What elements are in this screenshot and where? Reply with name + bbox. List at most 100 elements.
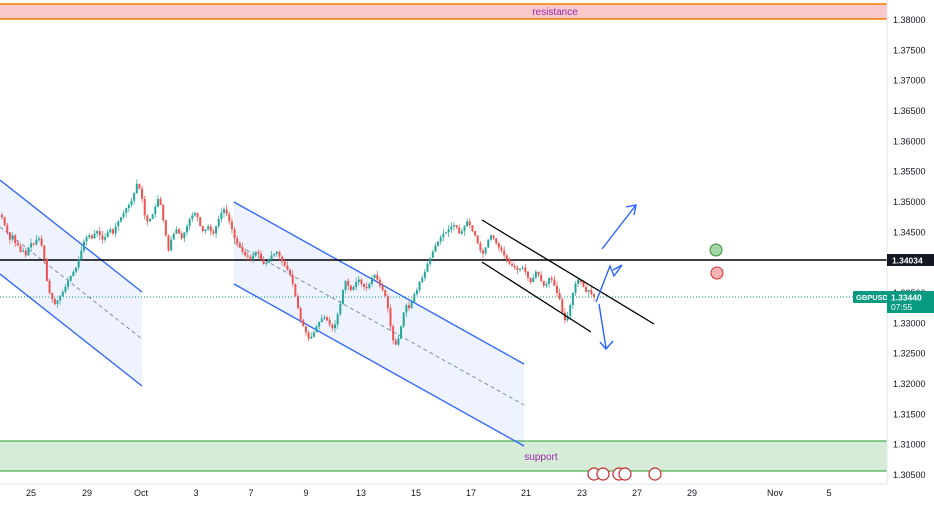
candle-body [418,282,421,290]
price-tick-label: 1.38000 [893,15,926,25]
price-tick-label: 1.37500 [893,45,926,55]
candle-body [254,251,257,256]
candle-body [442,233,445,238]
candle-body [593,294,595,297]
candle-body [281,256,284,262]
candle-body [566,316,569,321]
bearish-signal-circle[interactable] [710,266,724,280]
candle-body [378,279,381,286]
price-axis[interactable] [887,0,934,484]
candle-body [540,274,543,281]
price-tick-label: 1.37000 [893,76,926,86]
bullish-forecast-arrow[interactable] [595,204,637,303]
candle-body [90,235,93,239]
candle-body [204,229,207,232]
descending-channel-lower-line[interactable] [481,261,592,333]
candle-body [529,277,532,283]
candle-body [339,303,342,315]
candle-body [265,262,268,264]
price-axis-labels: 1.38000 1.37500 1.37000 1.36500 1.36000 1.355… [893,15,926,480]
channel-2-midline [233,242,525,406]
candle-body [225,209,228,215]
candle-body [463,226,466,232]
candle-body [574,283,577,293]
candle-body [40,238,43,246]
candle-body [291,274,294,284]
candle-body [112,229,114,234]
candle-body [408,305,410,309]
candle-body [38,238,40,240]
candle-body [53,299,56,304]
candle-body [511,263,514,266]
us-event-icon[interactable] [618,467,632,481]
symbol-tag [853,291,887,303]
candle-body [175,229,178,234]
time-tick-label: 5 [826,488,831,498]
current-price-tag [887,291,934,313]
time-tick-label: 7 [248,488,253,498]
candle-body [294,283,297,297]
candle-body [561,299,564,313]
candle-body [188,218,191,227]
candle-body [368,283,371,289]
candle-body [500,247,503,251]
candle-body [389,308,392,327]
bullish-signal-circle[interactable] [709,243,723,257]
economic-events-icons[interactable] [587,467,662,481]
candle-body [22,250,25,252]
candle-body [400,326,403,339]
time-tick-label: 23 [577,488,587,498]
support-label: support [524,452,558,463]
candle-body [341,289,344,304]
candle-body [392,326,395,341]
candle-body [217,218,220,227]
candle-body [386,296,389,309]
time-tick-label: 25 [26,488,36,498]
candle-body [394,340,397,345]
candle-body [326,317,329,321]
time-tick-label: 17 [466,488,476,498]
candle-body [106,232,109,238]
time-tick-label: 3 [193,488,198,498]
candle-body [3,217,6,226]
candle-body [215,226,218,234]
candle-body [233,229,236,239]
candle-body [312,332,315,337]
us-event-icon[interactable] [596,467,610,481]
candle-body [474,231,477,236]
candle-body [310,336,313,339]
descending-channel-upper-line[interactable] [481,219,655,325]
candle-body [320,318,323,323]
us-event-icon[interactable] [648,467,662,481]
candle-body [236,238,239,244]
candle-body [138,183,141,189]
candle-body [508,259,511,264]
candle-body [363,283,366,287]
candle-body [127,205,130,209]
candle-body [85,237,88,242]
candle-body [373,274,376,278]
candle-body [98,231,101,236]
candle-body [466,221,469,227]
resistance-zone[interactable] [0,4,887,19]
candle-body [8,232,11,240]
candle-body [1,214,3,218]
candle-body [556,285,558,293]
candle-body [220,212,223,219]
bearish-forecast-arrow[interactable] [598,303,614,351]
candle-body [384,289,387,297]
candle-body [495,238,498,244]
candle-body [186,226,188,233]
channel-2-lower-line[interactable] [233,283,525,447]
channel-1-upper-line[interactable] [0,179,143,293]
candle-body [352,286,355,290]
candle-body [439,237,442,242]
candle-body [577,279,580,284]
symbol-tag-text: GBPUSD [856,293,889,302]
support-zone[interactable] [0,441,887,471]
candle-body [67,280,70,287]
candle-body [143,198,146,216]
price-tick-label: 1.32500 [893,349,926,359]
channel-1-lower-line[interactable] [0,273,143,387]
